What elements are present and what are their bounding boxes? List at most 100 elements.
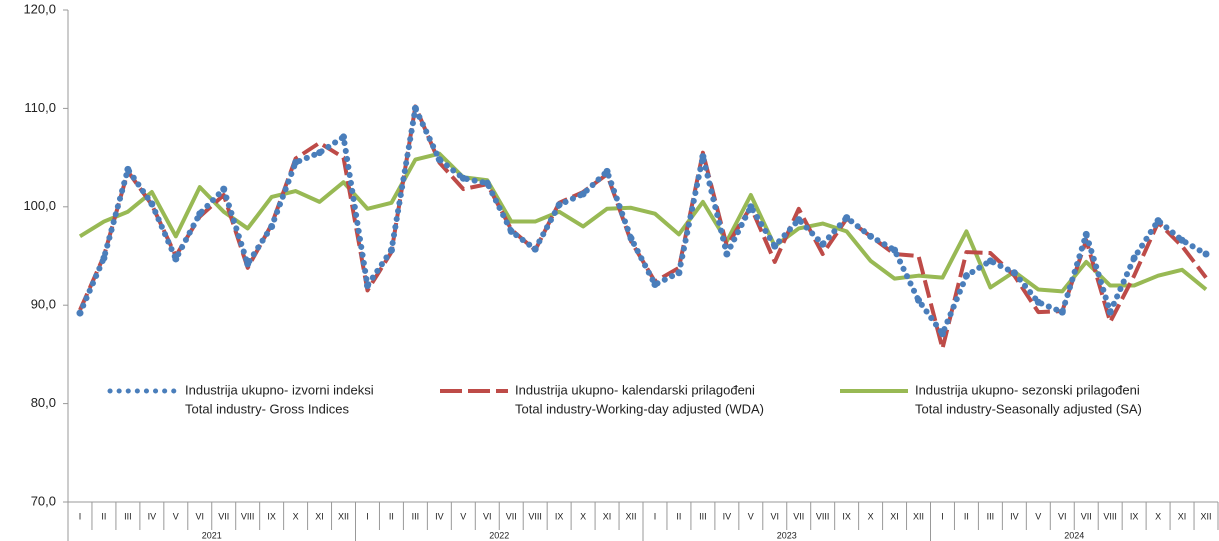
data-point bbox=[244, 260, 252, 268]
x-tick-label: VIII bbox=[1103, 511, 1117, 521]
data-point bbox=[1058, 308, 1066, 316]
data-point bbox=[387, 246, 395, 254]
x-tick-label: X bbox=[580, 511, 586, 521]
series-line bbox=[78, 151, 1208, 294]
data-point bbox=[1178, 236, 1186, 244]
data-point bbox=[1130, 254, 1138, 262]
x-tick-label: VIII bbox=[816, 511, 830, 521]
data-point bbox=[316, 149, 324, 157]
data-point bbox=[196, 210, 204, 218]
data-point bbox=[411, 104, 419, 112]
data-point bbox=[603, 167, 611, 175]
x-tick-label: IV bbox=[435, 511, 444, 521]
x-tick-label: XII bbox=[626, 511, 637, 521]
x-tick-label: X bbox=[868, 511, 874, 521]
data-point bbox=[292, 159, 300, 167]
data-point bbox=[675, 269, 683, 277]
data-point bbox=[340, 133, 348, 141]
data-point bbox=[220, 185, 228, 193]
series-line bbox=[76, 105, 1210, 337]
y-tick-label: 120,0 bbox=[23, 1, 56, 16]
x-tick-label: V bbox=[460, 511, 466, 521]
x-tick-label: III bbox=[699, 511, 707, 521]
data-point bbox=[1154, 217, 1162, 225]
x-tick-label: IV bbox=[148, 511, 157, 521]
data-point bbox=[627, 234, 635, 242]
x-tick-label: IX bbox=[1130, 511, 1139, 521]
x-tick-label: I bbox=[654, 511, 657, 521]
data-point bbox=[579, 190, 587, 198]
data-point bbox=[938, 330, 946, 338]
x-tick-label: VI bbox=[483, 511, 492, 521]
x-tick-label: VI bbox=[771, 511, 780, 521]
data-point bbox=[148, 200, 156, 208]
legend-label-en: Total industry-Working-day adjusted (WDA… bbox=[515, 401, 764, 416]
x-tick-label: I bbox=[366, 511, 369, 521]
y-tick-label: 110,0 bbox=[24, 100, 56, 115]
year-label: 2021 bbox=[202, 530, 222, 540]
x-tick-label: VI bbox=[196, 511, 205, 521]
data-point bbox=[268, 222, 276, 230]
x-tick-label: IX bbox=[842, 511, 851, 521]
data-point bbox=[651, 281, 659, 289]
legend-label: Industrija ukupno- izvorni indeksi bbox=[185, 382, 374, 397]
legend-label: Industrija ukupno- kalendarski prilagođe… bbox=[515, 382, 755, 397]
data-point bbox=[1106, 308, 1114, 316]
data-point bbox=[747, 203, 755, 211]
data-point bbox=[507, 227, 515, 235]
x-tick-label: XII bbox=[338, 511, 349, 521]
x-tick-label: XI bbox=[890, 511, 899, 521]
x-tick-label: I bbox=[79, 511, 82, 521]
x-tick-label: XII bbox=[1201, 511, 1212, 521]
x-tick-label: VII bbox=[1081, 511, 1092, 521]
data-point bbox=[1202, 250, 1210, 258]
legend-label: Industrija ukupno- sezonski prilagođeni bbox=[915, 382, 1140, 397]
x-tick-label: XI bbox=[603, 511, 612, 521]
data-point bbox=[843, 214, 851, 222]
x-tick-label: II bbox=[676, 511, 681, 521]
legend-label-en: Total industry-Seasonally adjusted (SA) bbox=[915, 401, 1142, 416]
data-point bbox=[771, 242, 779, 250]
y-tick-label: 70,0 bbox=[31, 493, 56, 508]
x-tick-label: V bbox=[1035, 511, 1041, 521]
y-tick-label: 80,0 bbox=[31, 395, 56, 410]
data-point bbox=[1082, 230, 1090, 238]
year-label: 2024 bbox=[1064, 530, 1084, 540]
data-point bbox=[531, 245, 539, 253]
y-tick-label: 90,0 bbox=[31, 297, 56, 312]
x-tick-label: XII bbox=[913, 511, 924, 521]
data-point bbox=[699, 153, 707, 161]
x-tick-label: VIII bbox=[528, 511, 542, 521]
x-tick-label: II bbox=[389, 511, 394, 521]
data-point bbox=[819, 240, 827, 248]
x-tick-label: IX bbox=[555, 511, 564, 521]
data-point bbox=[915, 296, 923, 304]
year-label: 2023 bbox=[777, 530, 797, 540]
x-tick-label: III bbox=[987, 511, 995, 521]
data-point bbox=[363, 282, 371, 290]
x-tick-label: I bbox=[941, 511, 944, 521]
x-tick-label: VIII bbox=[241, 511, 255, 521]
data-point bbox=[124, 165, 132, 173]
x-tick-label: V bbox=[173, 511, 179, 521]
x-tick-label: VII bbox=[218, 511, 229, 521]
x-tick-label: XI bbox=[315, 511, 324, 521]
year-label: 2022 bbox=[489, 530, 509, 540]
x-tick-label: VII bbox=[793, 511, 804, 521]
x-tick-label: VII bbox=[506, 511, 517, 521]
x-tick-label: II bbox=[964, 511, 969, 521]
data-point bbox=[891, 246, 899, 254]
x-tick-label: V bbox=[748, 511, 754, 521]
legend-label-en: Total industry- Gross Indices bbox=[185, 401, 350, 416]
data-point bbox=[555, 201, 563, 209]
x-tick-label: IV bbox=[723, 511, 732, 521]
x-tick-label: IV bbox=[1010, 511, 1019, 521]
y-tick-label: 100,0 bbox=[23, 198, 56, 213]
x-tick-label: X bbox=[1155, 511, 1161, 521]
data-point bbox=[459, 174, 467, 182]
data-point bbox=[100, 254, 108, 262]
x-tick-label: III bbox=[412, 511, 420, 521]
data-point bbox=[795, 216, 803, 224]
data-point bbox=[76, 309, 84, 317]
x-tick-label: II bbox=[101, 511, 106, 521]
